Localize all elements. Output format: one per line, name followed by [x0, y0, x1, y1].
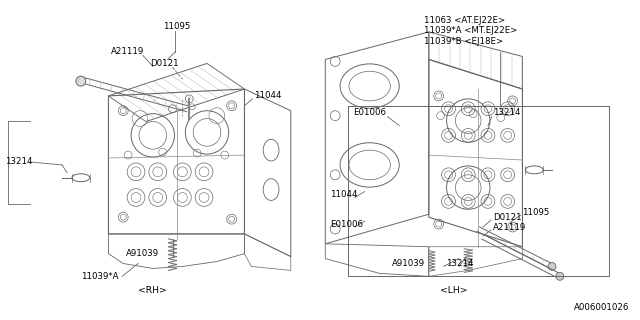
Text: 13214: 13214: [445, 259, 473, 268]
Text: 11063 <AT.EJ22E>: 11063 <AT.EJ22E>: [424, 16, 505, 25]
Text: A91039: A91039: [392, 259, 426, 268]
Text: <LH>: <LH>: [440, 286, 467, 295]
Text: <RH>: <RH>: [138, 286, 167, 295]
Text: D0121: D0121: [150, 59, 179, 68]
Text: A21119: A21119: [111, 47, 145, 56]
Text: 11044: 11044: [254, 92, 282, 100]
Text: D0121: D0121: [493, 213, 522, 222]
Text: 11095: 11095: [163, 22, 190, 31]
Text: 11039*B <EJ18E>: 11039*B <EJ18E>: [424, 37, 503, 46]
Text: A21119: A21119: [493, 222, 526, 232]
Text: 11039*A: 11039*A: [81, 272, 118, 281]
Circle shape: [548, 262, 556, 270]
Text: E01006: E01006: [330, 220, 364, 228]
Text: A006001026: A006001026: [573, 303, 629, 312]
Text: 11039*A <MT.EJ22E>: 11039*A <MT.EJ22E>: [424, 26, 517, 36]
Text: A91039: A91039: [126, 249, 159, 258]
Text: E01006: E01006: [353, 108, 386, 117]
Text: 11044: 11044: [330, 190, 358, 199]
Text: 13214: 13214: [493, 108, 520, 117]
Circle shape: [76, 76, 86, 86]
Text: 13214: 13214: [5, 157, 33, 166]
Text: 11095: 11095: [522, 208, 550, 217]
Circle shape: [556, 272, 564, 280]
Bar: [348, 106, 609, 276]
